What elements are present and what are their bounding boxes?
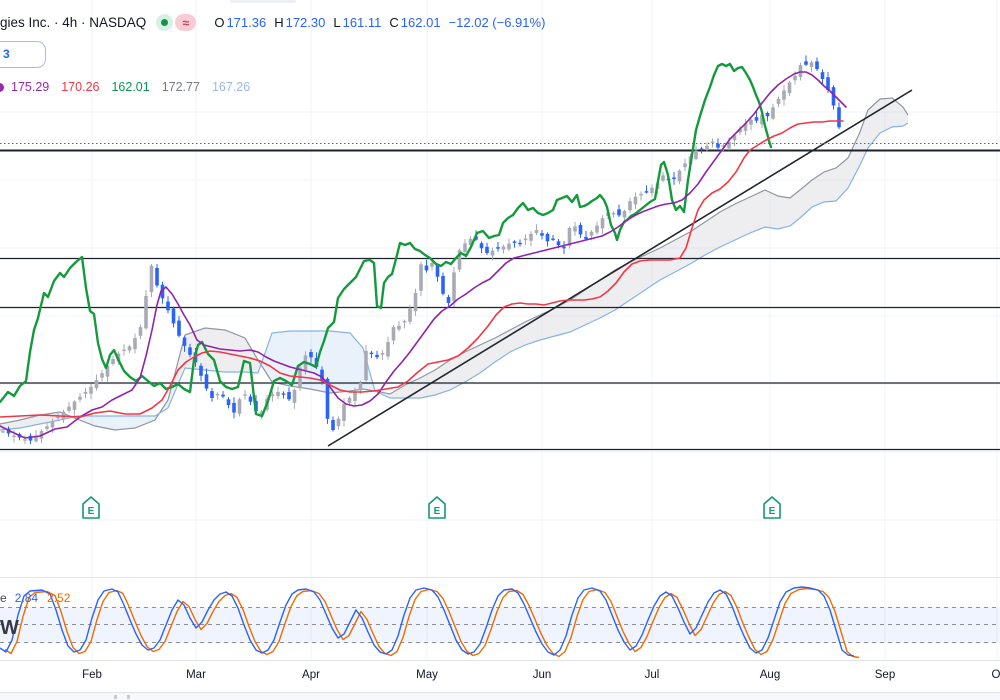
earnings-marker[interactable]: E — [763, 496, 781, 519]
month-label-jun: Jun — [532, 669, 552, 681]
month-label-may: May — [416, 669, 438, 681]
time-axis[interactable]: Feb Mar Apr May Jun Jul Aug Sep O — [0, 661, 1000, 691]
market-open-icon — [156, 14, 174, 31]
close-label: C — [389, 15, 399, 30]
horizontal-levels[interactable] — [0, 149, 1000, 451]
open-label: O — [214, 15, 225, 30]
top-edge-artifact — [230, 0, 296, 3]
earnings-marker[interactable]: E — [82, 496, 100, 519]
ohlc-readout: O 171.36 H 172.30 L 161.11 C 162.01 −12.02 (… — [214, 15, 545, 30]
toolbar-tick — [114, 695, 117, 699]
high-value: 172.30 — [285, 15, 326, 30]
oscillator-value-2: 2.52 — [47, 591, 71, 605]
month-label-sep: Sep — [874, 669, 896, 681]
approx-data-icon: ≈ — [175, 14, 197, 31]
indicator-value-4: 167.26 — [211, 80, 251, 94]
oscillator-name-fragment: e — [0, 591, 7, 605]
cutoff-toolbar-button[interactable]: 3 — [0, 41, 46, 68]
month-label-mar: Mar — [186, 669, 206, 681]
month-label-jul: Jul — [644, 669, 660, 681]
comparison-line[interactable] — [0, 62, 773, 418]
month-label-aug: Aug — [759, 669, 781, 681]
change-value: −12.02 (−6.91%) — [448, 15, 546, 30]
gridlines — [0, 0, 1000, 660]
close-value: 162.01 — [400, 15, 441, 30]
bottom-toolbar-edge — [0, 692, 1000, 700]
trendline[interactable] — [327, 89, 913, 447]
oscillator-pane[interactable] — [0, 586, 1000, 659]
indicator-value-1: 170.26 — [61, 80, 100, 94]
cutoff-button-label: 3 — [3, 47, 10, 61]
watermark-letter: W — [0, 617, 19, 639]
indicator-values-row: 175.29 170.26 162.01 172.77 167.26 — [0, 80, 262, 94]
indicator-value-0: 175.29 — [11, 80, 50, 94]
indicator-bullet-icon — [0, 82, 4, 92]
svg-text:E: E — [434, 506, 441, 517]
month-label-feb: Feb — [82, 669, 102, 681]
toolbar-tick — [127, 695, 130, 699]
month-label-o: O — [991, 669, 1000, 681]
oscillator-legend: e 2.84 2.52 — [0, 591, 70, 605]
oscillator-value-1: 2.84 — [14, 591, 39, 605]
low-label: L — [333, 15, 341, 30]
indicator-value-3: 172.77 — [161, 80, 200, 94]
ma-purple[interactable] — [0, 71, 847, 439]
indicator-value-2: 162.01 — [111, 80, 150, 94]
svg-text:E: E — [88, 506, 95, 517]
open-value: 171.36 — [226, 15, 267, 30]
market-status[interactable]: ≈ — [156, 14, 197, 31]
svg-text:E: E — [769, 506, 776, 517]
low-value: 161.11 — [342, 15, 382, 30]
symbol-title[interactable]: gies Inc. · 4h · NASDAQ — [0, 15, 147, 30]
earnings-marker[interactable]: E — [428, 496, 446, 519]
high-label: H — [274, 15, 284, 30]
month-label-apr: Apr — [302, 669, 320, 681]
symbol-header: gies Inc. · 4h · NASDAQ ≈ O 171.36 H 172.3… — [0, 14, 545, 31]
ma-red[interactable] — [0, 120, 844, 418]
market-open-dot — [161, 19, 169, 26]
oscillator-main-line — [0, 586, 855, 657]
